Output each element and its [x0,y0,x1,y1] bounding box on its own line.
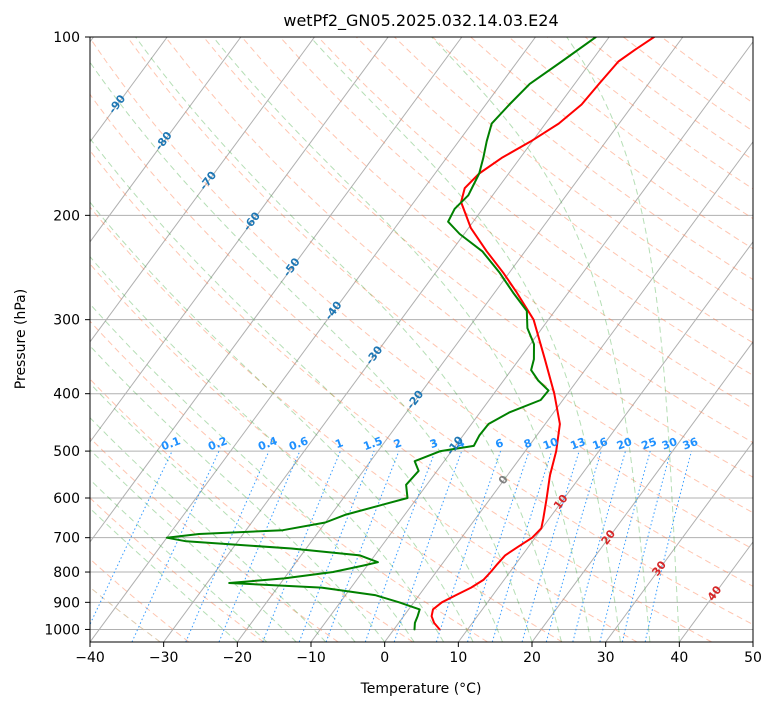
x-tick-label: 30 [597,650,615,666]
y-tick-label: 400 [53,387,80,403]
x-tick-label: 50 [744,650,762,666]
y-tick-label: 500 [53,444,80,460]
x-axis-label: Temperature (°C) [360,681,482,697]
y-tick-label: 100 [53,30,80,46]
x-tick-label: 0 [380,650,389,666]
x-tick-label: 10 [449,650,467,666]
x-tick-label: −40 [75,650,105,666]
y-tick-label: 900 [53,595,80,611]
y-tick-label: 600 [53,491,80,507]
x-tick-label: 20 [523,650,541,666]
y-tick-label: 1000 [44,622,80,638]
x-tick-label: −10 [296,650,326,666]
chart-title: wetPf2_GN05.2025.032.14.03.E24 [283,11,558,31]
x-tick-label: −20 [223,650,253,666]
y-tick-label: 300 [53,313,80,329]
y-tick-label: 200 [53,208,80,224]
y-tick-label: 700 [53,531,80,547]
y-tick-label: 800 [53,565,80,581]
x-tick-label: 40 [670,650,688,666]
x-tick-label: −30 [149,650,179,666]
y-axis-label: Pressure (hPa) [13,289,29,389]
